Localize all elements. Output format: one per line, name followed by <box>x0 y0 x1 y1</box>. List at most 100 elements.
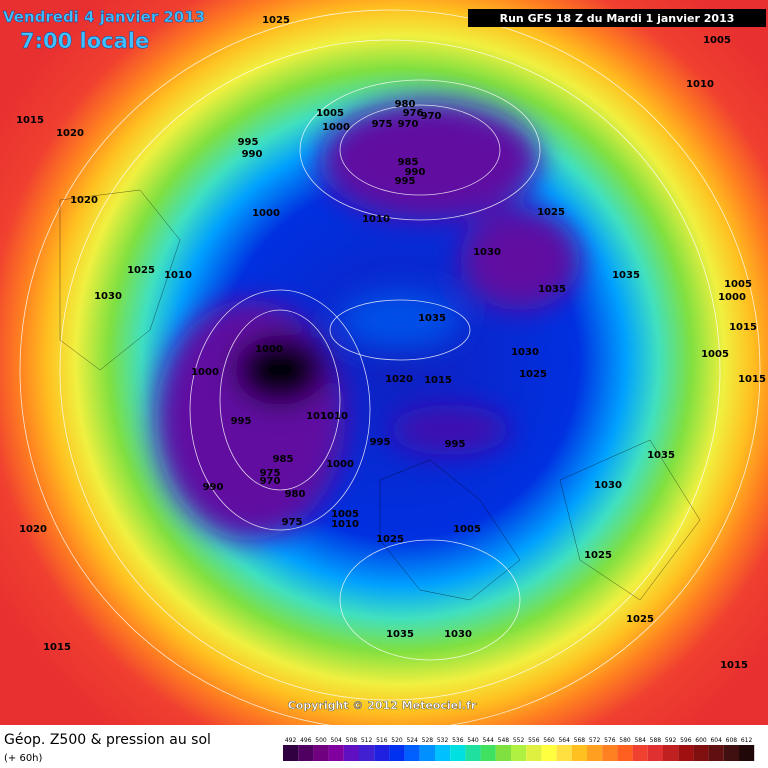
scale-label: 536 <box>452 737 464 744</box>
scale-label: 612 <box>741 737 753 744</box>
isobar-label: 1010 <box>331 519 359 530</box>
scale-label: 516 <box>376 737 388 744</box>
isobar-label: 1010 <box>362 214 390 225</box>
isobar-label: 1015 <box>729 322 757 333</box>
isobar-label: 1000 <box>191 367 219 378</box>
isobar-label: 1025 <box>127 265 155 276</box>
scale-swatch <box>678 745 694 761</box>
scale-swatch <box>708 745 724 761</box>
isobar-label: 1000 <box>252 208 280 219</box>
isobar-label: 1015 <box>720 660 748 671</box>
isobar-label: 1005 <box>701 349 729 360</box>
isobar-label: 990 <box>203 482 224 493</box>
scale-swatch <box>617 745 633 761</box>
isobar-label: 980 <box>395 99 416 110</box>
scale-label: 500 <box>315 737 327 744</box>
scale-swatch <box>480 745 496 761</box>
isobars <box>19 9 761 731</box>
copyright: Copyright © 2012 Meteociel.fr <box>288 699 477 712</box>
isobar-label: 1025 <box>376 534 404 545</box>
scale-label: 564 <box>558 737 570 744</box>
scale-label: 592 <box>665 737 677 744</box>
isobar-label: 995 <box>231 416 252 427</box>
isobar-label: 1035 <box>386 629 414 640</box>
isobar-label: 1035 <box>538 284 566 295</box>
isobar-label: 1010 <box>164 270 192 281</box>
isobar-label: 1030 <box>511 347 539 358</box>
scale-label: 496 <box>300 737 312 744</box>
isobar-label: 1005 <box>453 524 481 535</box>
scale-label: 588 <box>650 737 662 744</box>
time: 7:00 locale <box>20 29 149 53</box>
scale-label: 556 <box>528 737 540 744</box>
scale-label: 520 <box>391 737 403 744</box>
scale-label: 604 <box>710 737 722 744</box>
scale-swatch <box>450 745 466 761</box>
isobar-label: 1020 <box>70 195 98 206</box>
scale-swatch <box>495 745 511 761</box>
scale-swatch <box>298 745 314 761</box>
isobar-label: 980 <box>285 489 306 500</box>
isobar-label: 1025 <box>262 15 290 26</box>
footer-lead: (+ 60h) <box>4 753 43 764</box>
isobar-label: 1000 <box>326 459 354 470</box>
isobar-label: 975 <box>282 517 303 528</box>
scale-swatch <box>465 745 481 761</box>
scale-swatch <box>419 745 435 761</box>
isobar-label: 990 <box>405 167 426 178</box>
isobar-label: 995 <box>238 137 259 148</box>
scale-label: 576 <box>604 737 616 744</box>
isobar-label: 1000 <box>255 344 283 355</box>
isobar-label: 976 <box>403 108 424 119</box>
isobar-label: 1015 <box>424 375 452 386</box>
scale-label: 608 <box>726 737 738 744</box>
scale-swatch <box>647 745 663 761</box>
isobar-label: 1015 <box>43 642 71 653</box>
scale-swatch <box>328 745 344 761</box>
isobar-label: 995 <box>370 437 391 448</box>
run-box <box>468 9 766 27</box>
scale-swatch <box>374 745 390 761</box>
isobar-label: 1010 <box>686 79 714 90</box>
scale-label: 596 <box>680 737 692 744</box>
scale-swatch <box>587 745 603 761</box>
isobar-label: 1020 <box>385 374 413 385</box>
scale-swatch <box>404 745 420 761</box>
scale-swatch <box>556 745 572 761</box>
isobar-label: 990 <box>242 149 263 160</box>
scale-label: 560 <box>543 737 555 744</box>
footer-title: Géop. Z500 & pression au sol <box>4 732 211 748</box>
isobar-label: 1025 <box>626 614 654 625</box>
isobar-label: 975 <box>372 119 393 130</box>
scale-label: 512 <box>361 737 373 744</box>
low-areas <box>155 100 580 540</box>
scale-label: 584 <box>634 737 646 744</box>
isobar-label: 1035 <box>418 313 446 324</box>
isobar-label: 1005 <box>724 279 752 290</box>
scale-label: 544 <box>482 737 494 744</box>
isobar-label: 1025 <box>519 369 547 380</box>
scale-swatch <box>693 745 709 761</box>
isobar-label: 1000 <box>322 122 350 133</box>
isobar-label: 1020 <box>19 524 47 535</box>
isobar-label: 1035 <box>612 270 640 281</box>
scale-label: 524 <box>406 737 418 744</box>
isobar-label: 970 <box>260 476 281 487</box>
isobar-label: 1005 <box>331 509 359 520</box>
scale-label: 492 <box>285 737 297 744</box>
isobar-label: 995 <box>445 439 466 450</box>
scale-label: 552 <box>513 737 525 744</box>
isobar-label: 1035 <box>647 450 675 461</box>
isobar-label: 985 <box>398 157 419 168</box>
isobar-label: 1030 <box>473 247 501 258</box>
scale-label: 580 <box>619 737 631 744</box>
scale-swatch <box>526 745 542 761</box>
isobar-label: 1015 <box>16 115 44 126</box>
scale-swatch <box>571 745 587 761</box>
scale-label: 568 <box>574 737 586 744</box>
isobar-label: 1020 <box>56 128 84 139</box>
isobar-label: 995 <box>395 176 416 187</box>
